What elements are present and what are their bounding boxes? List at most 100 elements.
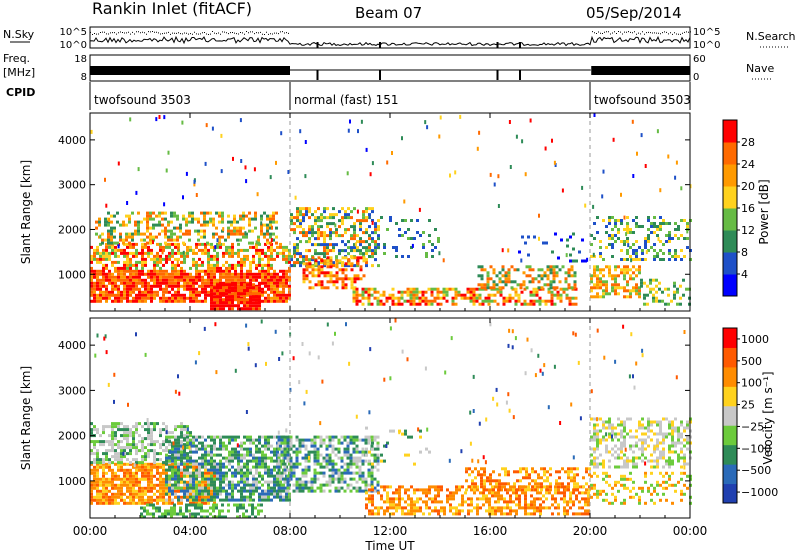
- power-cell: [171, 287, 174, 291]
- power-scatter-cell: [438, 251, 441, 256]
- velocity-cell: [245, 509, 248, 513]
- power-cell: [258, 269, 261, 273]
- velocity-cell: [210, 465, 213, 469]
- velocity-cell: [138, 480, 141, 484]
- power-cell: [195, 251, 198, 255]
- power-cell: [599, 246, 602, 249]
- velocity-cell: [177, 483, 180, 487]
- power-cell: [123, 254, 126, 258]
- power-cell: [573, 286, 577, 290]
- velocity-cell: [213, 486, 216, 490]
- power-scatter-cell: [90, 129, 93, 134]
- power-cell: [644, 258, 647, 261]
- power-cell: [189, 248, 192, 252]
- power-cell: [293, 252, 296, 256]
- power-cell: [668, 240, 671, 243]
- power-cell: [466, 287, 470, 291]
- power-cell: [99, 293, 102, 297]
- velocity-cell: [292, 471, 296, 475]
- freq-panel: Freq. [MHz] 18 8 60 0 Nave: [3, 52, 774, 83]
- power-cell: [264, 254, 267, 258]
- power-cell: [150, 287, 153, 291]
- velocity-cell: [328, 462, 332, 466]
- velocity-cell: [186, 452, 189, 456]
- velocity-cell: [313, 456, 317, 460]
- velocity-cell: [129, 483, 132, 487]
- power-cell: [240, 283, 243, 287]
- power-cell: [192, 257, 195, 261]
- power-cell: [350, 216, 353, 220]
- power-cell: [239, 217, 242, 221]
- power-cell: [504, 274, 508, 278]
- power-cell: [640, 278, 643, 282]
- velocity-cell: [108, 434, 111, 438]
- power-cell: [234, 286, 237, 290]
- power-cell: [626, 271, 629, 275]
- power-cell: [264, 290, 267, 294]
- nsearch-tick-top: 10^5: [693, 27, 720, 38]
- velocity-cell: [153, 452, 156, 456]
- power-cell: [424, 302, 428, 306]
- velocity-cell: [267, 444, 270, 448]
- power-cell: [643, 293, 646, 297]
- power-cell: [519, 283, 523, 287]
- power-cell: [147, 296, 150, 300]
- power-cell: [270, 299, 273, 303]
- velocity-cell: [144, 462, 147, 466]
- power-cell: [102, 272, 105, 276]
- power-cell: [126, 245, 129, 249]
- power-cell: [245, 235, 248, 239]
- power-cell: [555, 265, 559, 269]
- power-cell: [270, 254, 273, 258]
- velocity-cell: [367, 471, 371, 475]
- power-cell: [107, 238, 110, 242]
- power-cell: [141, 251, 144, 255]
- power-cell: [361, 287, 365, 291]
- velocity-cell: [168, 456, 171, 460]
- velocity-cell: [126, 437, 129, 441]
- power-cell: [335, 213, 338, 217]
- power-cell: [362, 210, 365, 214]
- power-cell: [335, 265, 339, 269]
- power-cell: [359, 222, 362, 226]
- power-cell: [514, 302, 518, 306]
- power-cell: [431, 249, 434, 252]
- noise-traces: [89, 31, 691, 48]
- power-cell: [282, 284, 285, 288]
- velocity-cell: [273, 477, 276, 481]
- velocity-cell: [117, 495, 120, 499]
- power-cell: [544, 299, 548, 303]
- velocity-cell: [470, 497, 473, 501]
- velocity-cell: [340, 459, 344, 463]
- power-cell: [144, 242, 147, 246]
- velocity-cell: [243, 465, 246, 469]
- velocity-cell: [162, 443, 165, 447]
- power-cell: [566, 244, 569, 248]
- date-title: 05/Sep/2014: [586, 4, 682, 22]
- power-cell: [374, 228, 377, 232]
- power-cell: [188, 220, 191, 224]
- power-cell: [210, 304, 213, 308]
- power-cell: [502, 296, 506, 300]
- power-cell: [611, 216, 614, 219]
- power-cell: [168, 290, 171, 294]
- power-cell: [556, 290, 560, 294]
- power-cell: [215, 226, 218, 230]
- power-cell: [317, 265, 321, 269]
- power-cell: [146, 235, 149, 239]
- power-cell: [228, 301, 231, 305]
- power-cell: [665, 222, 668, 225]
- velocity-cell: [319, 489, 323, 493]
- velocity-cell: [201, 447, 204, 451]
- power-cell: [185, 217, 188, 221]
- power-cell: [243, 248, 246, 252]
- power-cell: [216, 263, 219, 267]
- power-cell: [129, 287, 132, 291]
- velocity-cell: [319, 441, 323, 445]
- velocity-cell: [361, 447, 365, 451]
- velocity-cell: [242, 503, 245, 507]
- power-cell: [374, 240, 377, 244]
- velocity-cell: [398, 488, 401, 492]
- power-cell: [445, 290, 449, 294]
- power-cell: [335, 259, 339, 263]
